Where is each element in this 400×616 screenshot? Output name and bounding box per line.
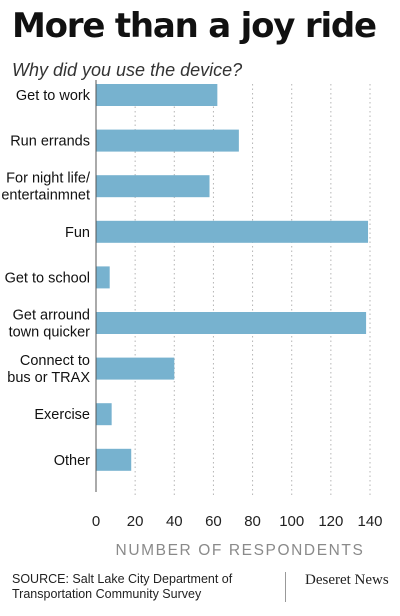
bar	[96, 84, 218, 106]
category-label: bus or TRAX	[7, 370, 90, 386]
category-label: entertainmnet	[1, 188, 90, 204]
category-label: Connect to	[20, 353, 90, 369]
x-tick-label: 40	[166, 513, 183, 530]
category-label: Exercise	[34, 407, 90, 423]
chart-title: More than a joy ride	[12, 6, 377, 46]
x-tick-label: 80	[244, 513, 261, 530]
category-label: Get to school	[5, 270, 90, 286]
category-label: Fun	[65, 225, 90, 241]
x-tick-label: 100	[279, 513, 304, 530]
bar	[96, 312, 367, 334]
bar-chart: Get to work Run errands For night life/ent…	[1, 80, 383, 559]
bar	[96, 175, 210, 198]
x-tick-label: 140	[357, 513, 382, 530]
category-labels: Get to work Run errands For night life/ent…	[1, 88, 91, 469]
category-label: Run errands	[10, 134, 90, 150]
chart-subtitle: Why did you use the device?	[12, 60, 243, 80]
category-label: Get arround	[13, 308, 90, 324]
bar	[96, 129, 239, 152]
bar	[96, 266, 110, 289]
x-tick-label: 60	[205, 513, 222, 530]
x-axis-title: NUMBER OF RESPONDENTS	[116, 542, 365, 559]
bars	[96, 84, 369, 471]
brand-logo: Deseret News	[305, 572, 389, 588]
source-note: SOURCE: Salt Lake City Department of Tra…	[12, 572, 277, 602]
category-label: For night life/	[6, 171, 91, 187]
source-line-2: Transportation Community Survey	[12, 587, 202, 601]
x-tick-label: 120	[318, 513, 343, 530]
category-label: Other	[54, 453, 90, 469]
bar	[96, 220, 369, 243]
x-tick-label: 0	[92, 513, 100, 530]
source-line-1: SOURCE: Salt Lake City Department of	[12, 572, 233, 586]
bar	[96, 448, 132, 471]
bar	[96, 357, 175, 380]
x-tick-labels: 0 20 40 60 80 100 120 140	[92, 513, 383, 530]
x-tick-label: 20	[127, 513, 144, 530]
category-label: town quicker	[9, 325, 91, 341]
grid-lines	[134, 84, 371, 495]
bar	[96, 403, 112, 426]
category-label: Get to work	[16, 88, 91, 104]
footer-divider	[285, 572, 286, 602]
